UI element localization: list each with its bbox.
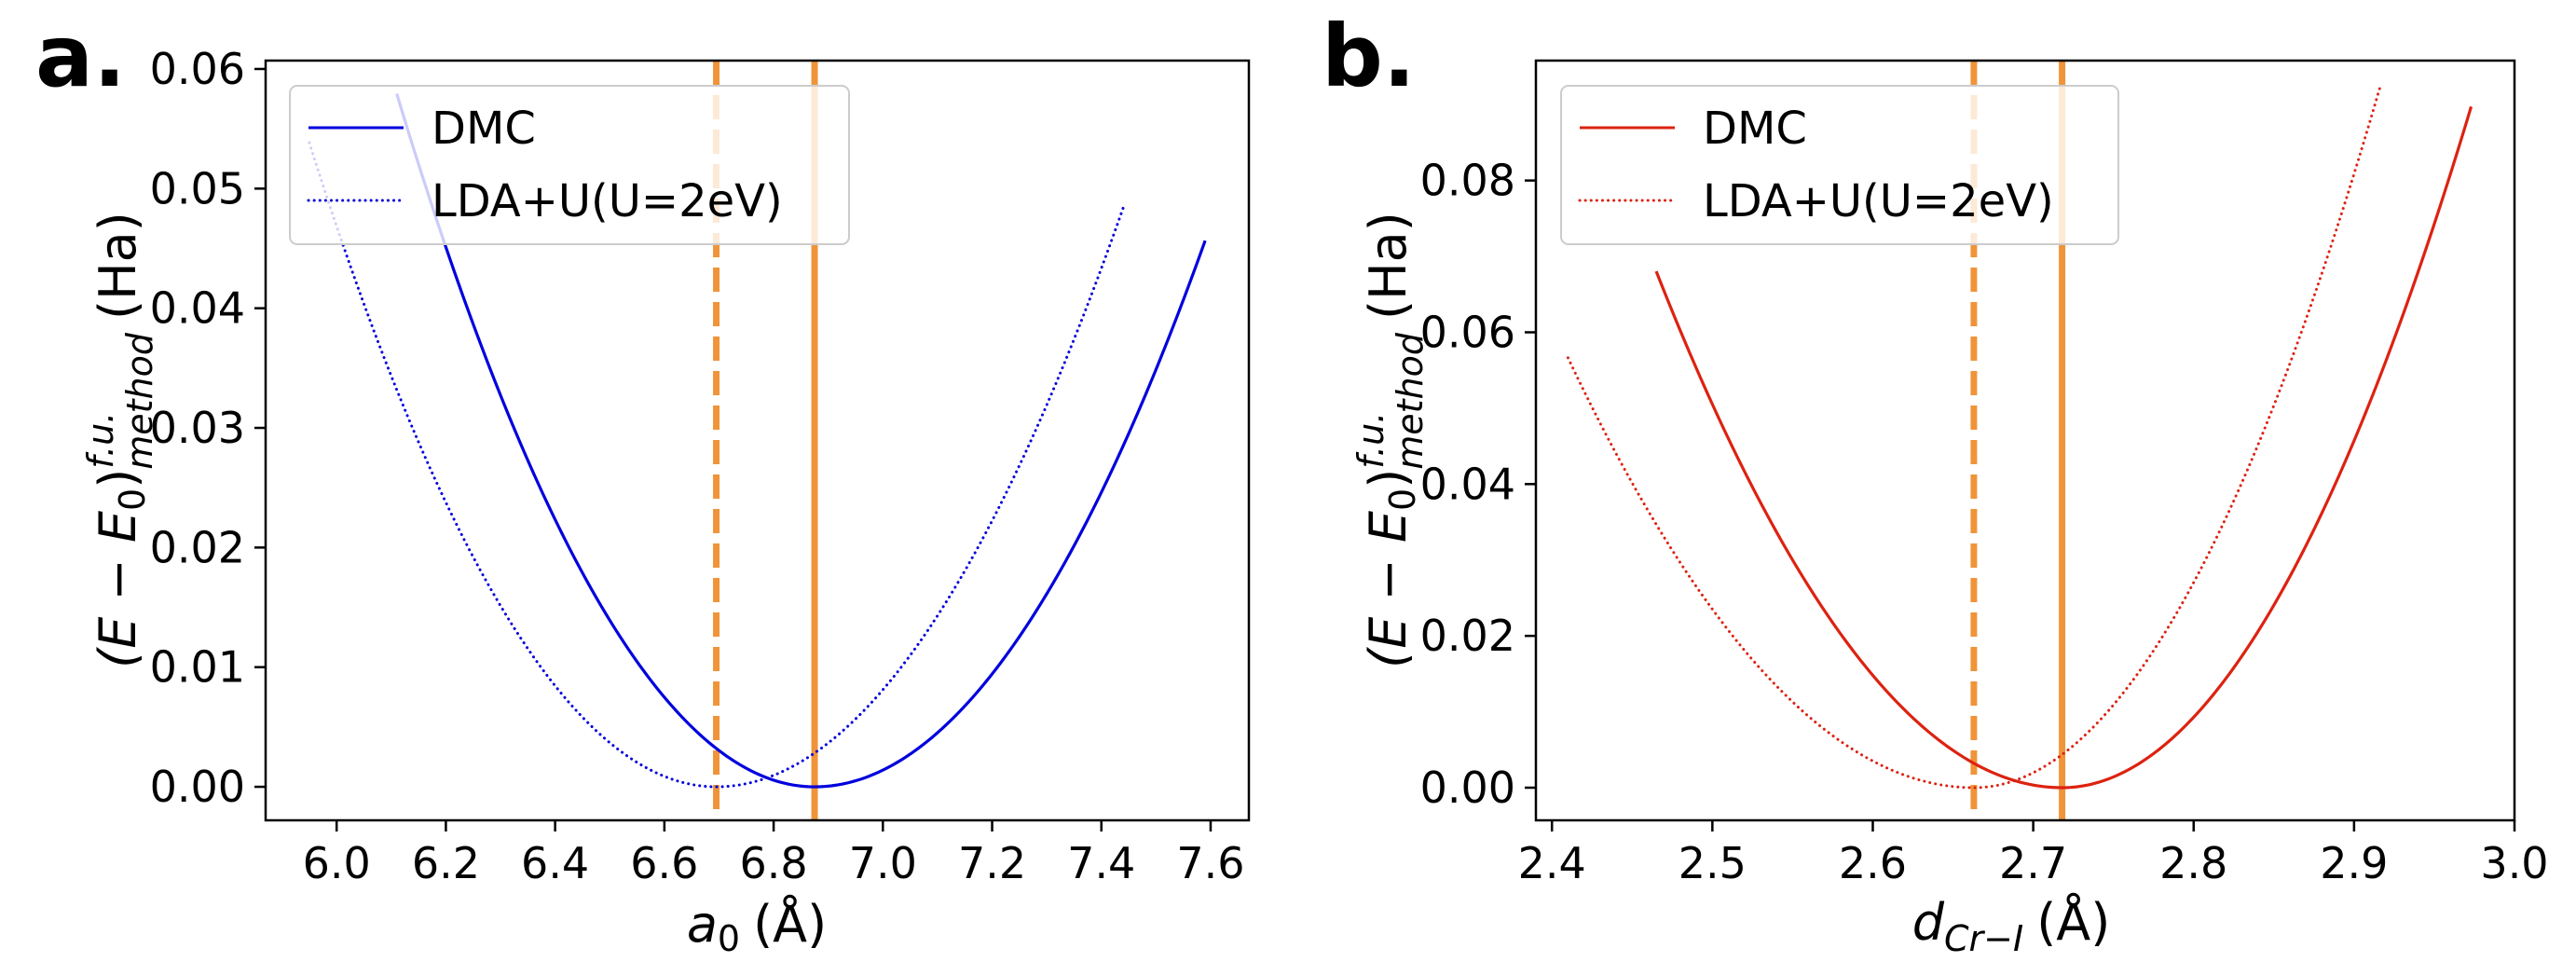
panel-a-x-tick-label: 7.0: [849, 838, 917, 888]
panel-b-y-tick-label: 0.00: [1420, 763, 1515, 813]
panel-b-legend-entry: LDA+U(U=2eV): [1703, 175, 2054, 227]
panel-a-x-tick-label: 6.0: [303, 838, 371, 888]
panel-a-ylabel-sup: f.u.: [80, 412, 121, 469]
panel-b-xlabel-main: d: [1912, 893, 1945, 952]
panel-b-x-tick-label: 2.7: [1999, 838, 2067, 888]
panel-a-x-tick-label: 7.4: [1067, 838, 1135, 888]
panel-b-ylabel-subm: method: [1390, 332, 1431, 470]
panel-a-ylabel-mid: ): [89, 469, 147, 488]
panel-b-x-axis-label: dCr−I (Å): [1912, 892, 2111, 959]
panel-a-ylabel-main: (E − E: [89, 510, 147, 668]
panel-b-axes-frame: [1534, 59, 2516, 822]
panel-a-chart: a. 6.0 6.2 6.4 6.6 6.8 7.0 7.2 7.4 7.6 0.00 0.01 0.…: [35, 7, 1251, 959]
panel-b-x-tick-label: 3.0: [2480, 838, 2548, 888]
panel-b-ylabel-mid: ): [1359, 469, 1418, 488]
panel-b-xlabel-unit: (Å): [2036, 892, 2110, 952]
panel-b-ylabel-main: (E − E: [1359, 510, 1418, 668]
panel-b-chart: b. 2.4 2.5 2.6 2.7 2.8 2.9 3.0 0.00 0.02 0.04 0.06…: [1322, 7, 2549, 959]
panel-b-legend: DMC LDA+U(U=2eV): [1560, 85, 2119, 245]
panel-a-x-tick-label: 6.4: [521, 838, 589, 888]
panel-a-y-tick-label: 0.05: [150, 163, 245, 213]
panel-b-ticks: 2.4 2.5 2.6 2.7 2.8 2.9 3.0 0.00 0.02 0.04 0.06 0.0…: [1420, 156, 2549, 888]
panel-a-x-tick-label: 6.6: [630, 838, 698, 888]
panel-a-legend-entry: DMC: [432, 103, 536, 155]
panel-b-y-tick-label: 0.04: [1420, 459, 1515, 509]
panel-a-x-tick-label: 6.2: [412, 838, 480, 888]
panel-b-label: b.: [1322, 7, 1416, 106]
panel-a-axes-frame: [264, 59, 1251, 822]
panel-a-xlabel-sub: 0: [718, 918, 740, 959]
panel-a-x-tick-label: 7.6: [1176, 838, 1244, 888]
panel-a-y-axis-label: (E − E0)f.u.method (Ha): [80, 212, 160, 668]
panel-a-x-axis-label: a0 (Å): [687, 894, 827, 959]
panel-a-y-tick-label: 0.01: [150, 642, 245, 693]
panel-b-y-axis-label: (E − E0)f.u.method (Ha): [1350, 212, 1431, 668]
panel-a-xlabel-unit: (Å): [753, 894, 827, 954]
panel-a-ylabel-sub0: 0: [112, 488, 153, 511]
panel-b-legend-entry: DMC: [1703, 103, 1807, 155]
panel-a-legend-entry: LDA+U(U=2eV): [432, 175, 783, 227]
panel-b-y-tick-label: 0.02: [1420, 611, 1515, 661]
panel-b-ylabel-unit: (Ha): [1359, 212, 1418, 320]
panel-a-xlabel-main: a: [687, 895, 718, 954]
panel-b-x-tick-label: 2.4: [1518, 838, 1586, 888]
panel-b-legend-box: [1560, 85, 2119, 245]
panel-b-ylabel-sub0: 0: [1382, 488, 1423, 511]
panel-b-series-lda-u: [1566, 87, 2381, 790]
panel-a-ylabel-unit: (Ha): [89, 212, 147, 320]
panel-a-y-tick-label: 0.04: [150, 283, 245, 334]
panel-b-ylabel-sup: f.u.: [1350, 412, 1391, 469]
panel-a-ylabel-subm: method: [119, 332, 160, 470]
panel-a-ticks: 6.0 6.2 6.4 6.6 6.8 7.0 7.2 7.4 7.6 0.00 0.01 0.02 0…: [150, 44, 1245, 888]
panel-a-y-tick-label: 0.06: [150, 44, 245, 94]
panel-a-y-tick-label: 0.00: [150, 762, 245, 812]
panel-b-x-tick-label: 2.8: [2159, 838, 2227, 888]
panel-b-x-tick-label: 2.5: [1679, 838, 1747, 888]
panel-a-y-tick-label: 0.03: [150, 403, 245, 453]
panel-a-series-lda-u: [308, 141, 1125, 789]
panel-b-y-tick-label: 0.06: [1420, 307, 1515, 357]
panel-b-x-tick-label: 2.6: [1839, 838, 1907, 888]
panel-a-series-dmc: [395, 92, 1207, 789]
panel-a-y-tick-label: 0.02: [150, 522, 245, 572]
panel-b-y-tick-label: 0.08: [1420, 156, 1515, 206]
panel-a-legend: DMC LDA+U(U=2eV): [289, 85, 850, 245]
panel-a-legend-box: [289, 85, 850, 245]
panel-a-x-tick-label: 7.2: [958, 838, 1026, 888]
panel-a-label: a.: [35, 7, 126, 106]
panel-b-series-dmc: [1654, 105, 2473, 790]
panel-a-x-tick-label: 6.8: [740, 838, 808, 888]
panel-b-xlabel-sub: Cr−I: [1944, 918, 2023, 959]
panel-b-x-tick-label: 2.9: [2320, 838, 2388, 888]
